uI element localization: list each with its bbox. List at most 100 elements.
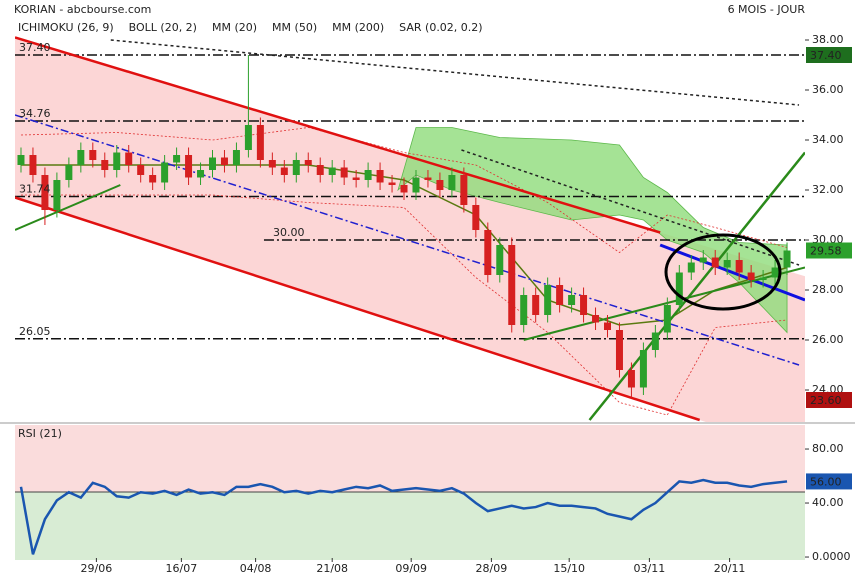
rsi-panel (19, 478, 788, 555)
candle-body (185, 155, 193, 178)
trendline (659, 243, 805, 302)
level-label: 26.05 (19, 325, 51, 338)
close-label: 29.58 (810, 245, 842, 258)
candle-body (364, 170, 372, 180)
x-tick-label: 16/07 (166, 562, 198, 575)
candle-body (89, 150, 97, 160)
y-tick-label: 38.00 (812, 33, 844, 46)
candle-body (544, 285, 552, 315)
candle-body (508, 245, 516, 325)
x-tick-label: 15/10 (553, 562, 585, 575)
candle-body (65, 165, 73, 180)
trendline (523, 266, 805, 341)
candle-body (376, 170, 384, 183)
candle-body (604, 322, 611, 330)
candle-body (675, 272, 683, 305)
candle-body (17, 155, 25, 165)
trendline (15, 184, 121, 231)
candle-body (472, 205, 480, 230)
rsi-y-tick-label: 0.0000 (812, 550, 851, 563)
candle-body (699, 257, 707, 263)
level-label: 34.76 (19, 107, 51, 120)
candle-body (173, 155, 181, 163)
candle-body (256, 125, 264, 160)
candle-body (77, 150, 85, 165)
x-tick-label: 09/09 (395, 562, 427, 575)
candle-body (101, 160, 109, 170)
x-tick-label: 21/08 (316, 562, 348, 575)
y-tick-label: 28.00 (812, 283, 844, 296)
legend-entry: MM (50) (272, 21, 317, 34)
candle-body (532, 295, 540, 315)
candle-body (424, 177, 432, 180)
x-tick-label: 04/08 (240, 562, 272, 575)
candle-body (149, 175, 157, 183)
close-box (806, 242, 852, 259)
level-label: 30.00 (273, 226, 305, 239)
candle-body (244, 125, 252, 150)
rsi-lower-zone (15, 492, 805, 560)
candle-body (747, 272, 755, 280)
x-tick-label: 20/11 (714, 562, 746, 575)
candle-body (436, 180, 444, 190)
highlight-ellipse (664, 233, 782, 311)
legend-entry: ICHIMOKU (26, 9) (18, 21, 114, 34)
x-tick-label: 29/06 (81, 562, 113, 575)
trendline (110, 39, 800, 106)
title: KORIAN - abcbourse.com (14, 3, 151, 16)
candle-body (113, 152, 121, 170)
candle-body (651, 332, 659, 350)
legend-entry: BOLL (20, 2) (129, 21, 197, 34)
candle-body (400, 185, 408, 193)
axes: 24.0026.0028.0030.0032.0034.0036.0038.00… (0, 33, 855, 575)
boll-lower (20, 194, 788, 416)
y-tick-label: 26.00 (812, 333, 844, 346)
candle-body (771, 267, 779, 278)
trendline (15, 36, 661, 234)
candle-body (759, 277, 767, 280)
candle-body (268, 160, 276, 168)
candle-body (592, 315, 600, 323)
legend-entry: MM (200) (332, 21, 384, 34)
candle-body (328, 167, 336, 175)
candle-body (197, 170, 205, 178)
x-tick-label: 28/09 (476, 562, 508, 575)
candle-body (723, 260, 731, 268)
rsi-y-tick-label: 40.00 (812, 496, 844, 509)
price-panel (15, 36, 805, 422)
candle-body (448, 175, 456, 190)
candle-body (568, 295, 576, 305)
candle-body (496, 245, 504, 275)
rsi-title: RSI (21) (18, 427, 62, 440)
sar-box (806, 392, 852, 408)
level-box-label: 37.40 (810, 49, 842, 62)
candle-body (304, 160, 312, 165)
candle-body (520, 295, 528, 325)
candle-body (161, 162, 169, 183)
sar-label: 23.60 (810, 394, 842, 407)
candle-body (711, 257, 719, 268)
candle-body (783, 250, 791, 268)
period: 6 MOIS - JOUR (728, 3, 806, 16)
candle-body (280, 167, 288, 175)
y-tick-label: 34.00 (812, 133, 844, 146)
candle-body (220, 157, 228, 165)
trendline (15, 114, 800, 366)
candle-body (615, 330, 623, 370)
y-tick-label: 36.00 (812, 83, 844, 96)
legend-entry: MM (20) (212, 21, 257, 34)
trendline (15, 196, 701, 422)
y-tick-label: 32.00 (812, 183, 844, 196)
candle-body (232, 150, 240, 165)
candle-body (292, 160, 300, 175)
ichimoku-cloud (397, 127, 788, 334)
level-label: 37.40 (19, 41, 51, 54)
legend-entry: SAR (0.02, 0.2) (399, 21, 482, 34)
candle-body (460, 175, 468, 205)
candle-body (580, 295, 588, 315)
candle-body (687, 262, 695, 273)
candle-body (388, 182, 396, 185)
rsi-last-label: 56.00 (810, 475, 842, 488)
candle-body (53, 180, 61, 210)
